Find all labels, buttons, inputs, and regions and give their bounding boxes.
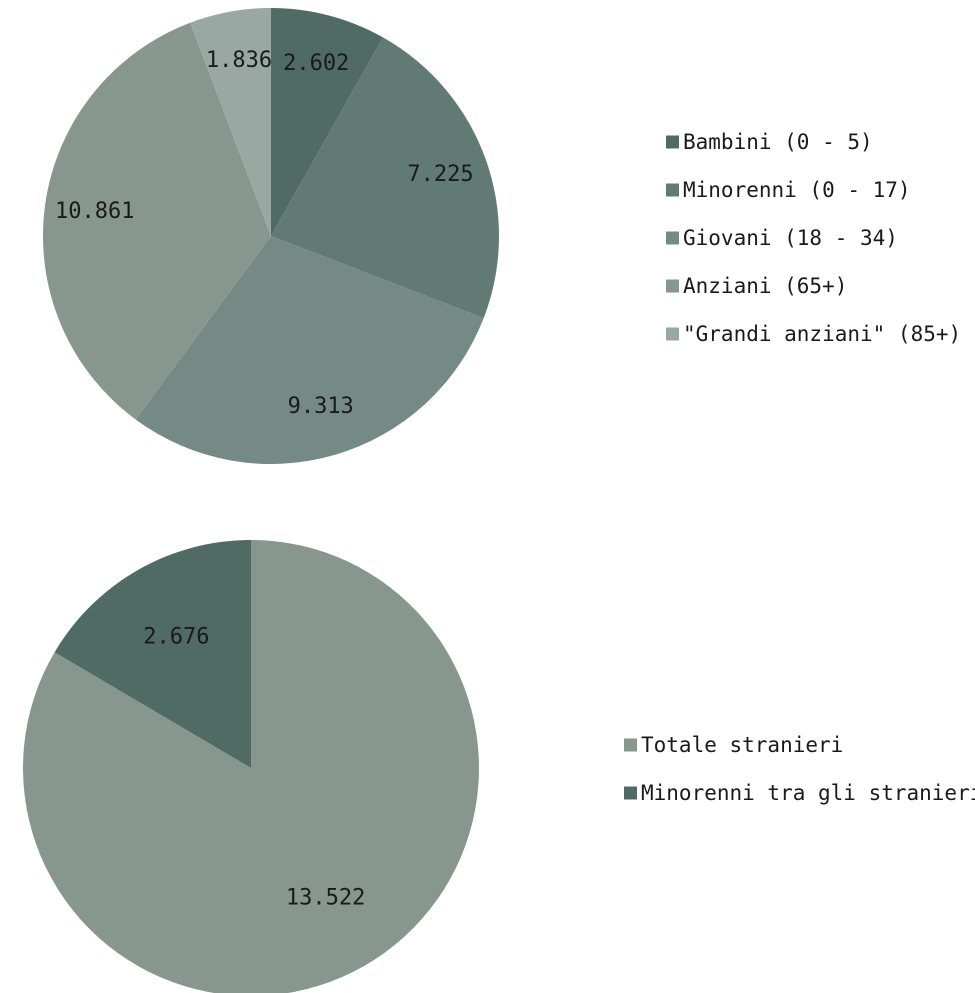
legend-entry-minorenni-tra-gli-stranieri: Minorenni tra gli stranieri [641, 781, 975, 805]
legend-entry-giovani-18-34: Giovani (18 - 34) [683, 226, 898, 250]
legend-entry-bambini-0-5: Bambini (0 - 5) [683, 130, 873, 154]
legend-swatch-grandi-anziani-85 [666, 327, 679, 341]
pie-slice-anziani-65 [42, 22, 271, 420]
legend-swatch-minorenni-0-17 [666, 183, 679, 197]
pie-slice-giovani-18-34 [135, 236, 484, 465]
legend-2: Totale stranieri Minorenni tra gli strani… [624, 733, 975, 805]
pie-slice-grandi-anziani-85 [190, 8, 271, 236]
pie-chart-1: 2.602 7.225 9.313 10.861 1.836 [42, 8, 500, 465]
legend-entry-grandi-anziani-85: "Grandi anziani" (85+) [683, 322, 961, 346]
legend-swatch-bambini-0-5 [666, 135, 679, 149]
pie-slice-totale-stranieri [23, 540, 479, 993]
pie-slice-bambini-0-5 [271, 8, 383, 236]
data-label-totale-stranieri: 13.522 [286, 886, 365, 911]
pie-slice-minorenni-0-17 [271, 37, 500, 319]
legend-swatch-minorenni-tra-gli-stranieri [624, 786, 637, 800]
data-label-bambini-0-5: 2.602 [283, 51, 349, 76]
legend-swatch-giovani-18-34 [666, 231, 679, 245]
data-label-giovani-18-34: 9.313 [288, 394, 354, 419]
legend-entry-minorenni-0-17: Minorenni (0 - 17) [683, 178, 911, 202]
legend-entry-totale-stranieri: Totale stranieri [641, 733, 843, 757]
data-label-grandi-anziani-85: 1.836 [206, 48, 272, 73]
legend-swatch-totale-stranieri [624, 738, 637, 752]
pie-slice-minorenni-tra-gli-stranieri [54, 540, 251, 768]
data-label-minorenni-0-17: 7.225 [407, 162, 473, 187]
legend-1: Bambini (0 - 5) Minorenni (0 - 17) Giovani… [666, 130, 961, 346]
legend-entry-anziani-65: Anziani (65+) [683, 274, 847, 298]
legend-swatch-anziani-65 [666, 279, 679, 293]
data-label-anziani-65: 10.861 [55, 199, 134, 224]
data-label-minorenni-tra-gli-stranieri: 2.676 [143, 624, 209, 649]
pie-chart-2: 13.522 2.676 [23, 540, 479, 993]
